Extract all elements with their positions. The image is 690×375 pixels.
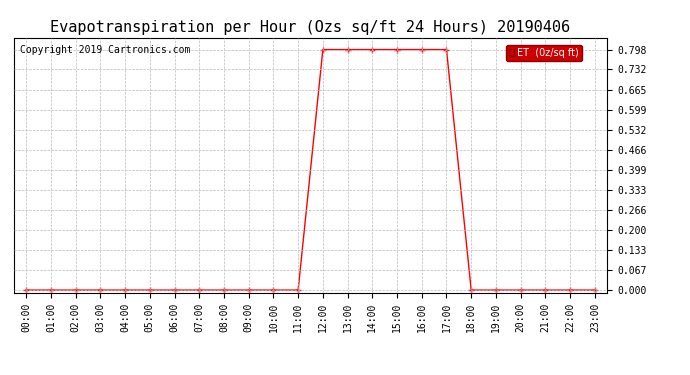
Legend: ET  (0z/sq ft): ET (0z/sq ft): [506, 45, 582, 61]
Title: Evapotranspiration per Hour (Ozs sq/ft 24 Hours) 20190406: Evapotranspiration per Hour (Ozs sq/ft 2…: [50, 20, 571, 35]
Text: Copyright 2019 Cartronics.com: Copyright 2019 Cartronics.com: [20, 45, 190, 55]
